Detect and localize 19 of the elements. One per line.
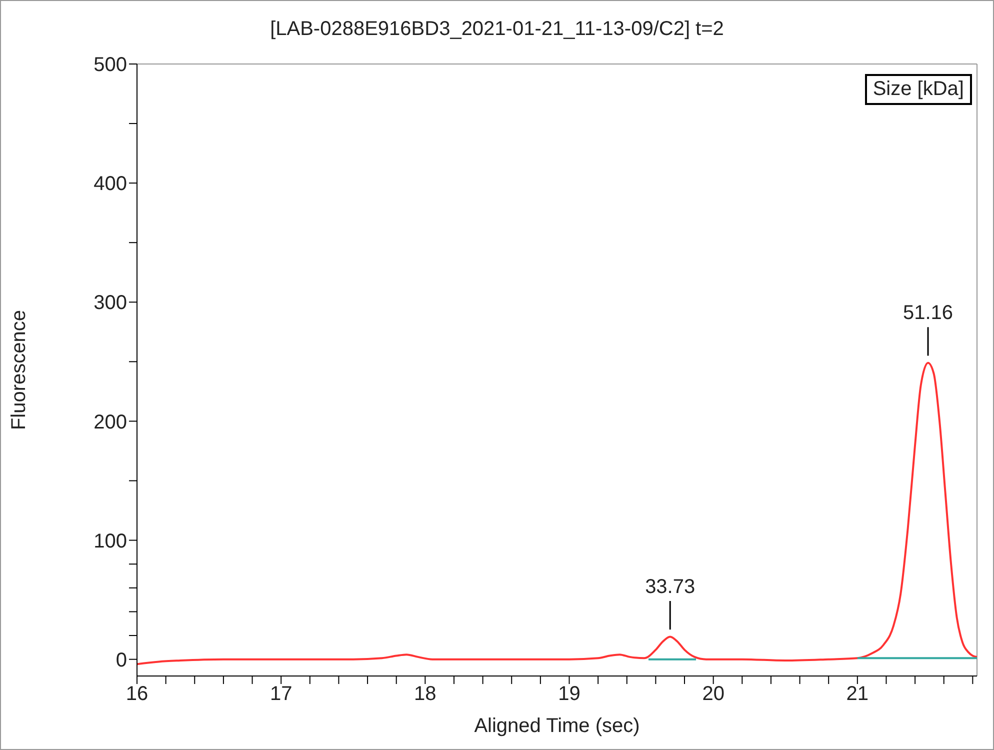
x-tick-label: 21: [846, 683, 869, 706]
x-tick-label: 19: [558, 683, 580, 706]
y-tick-label: 0: [116, 649, 127, 672]
x-tick-label: 17: [270, 683, 292, 706]
x-tick-label: 16: [126, 683, 148, 706]
y-tick-label: 500: [94, 54, 127, 76]
x-axis-title: Aligned Time (sec): [474, 715, 640, 737]
line-series: [137, 362, 977, 666]
legend-title: Size [kDa]: [864, 74, 972, 105]
annotation: 51.16: [902, 302, 954, 324]
y-axis-title: Fluorescence: [8, 310, 30, 430]
chart-title: [LAB-0288E916BD3_2021-01-21_11-13-09/C2] t=2: [269, 18, 725, 41]
y-tick-label: 200: [94, 411, 127, 434]
x-tick-label: 18: [414, 683, 436, 706]
y-tick-label: 400: [94, 173, 127, 196]
x-tick-label: 20: [702, 683, 724, 706]
y-tick-label: 300: [94, 292, 127, 314]
annotation: 33.73: [645, 576, 696, 598]
y-tick-label: 100: [94, 530, 127, 552]
